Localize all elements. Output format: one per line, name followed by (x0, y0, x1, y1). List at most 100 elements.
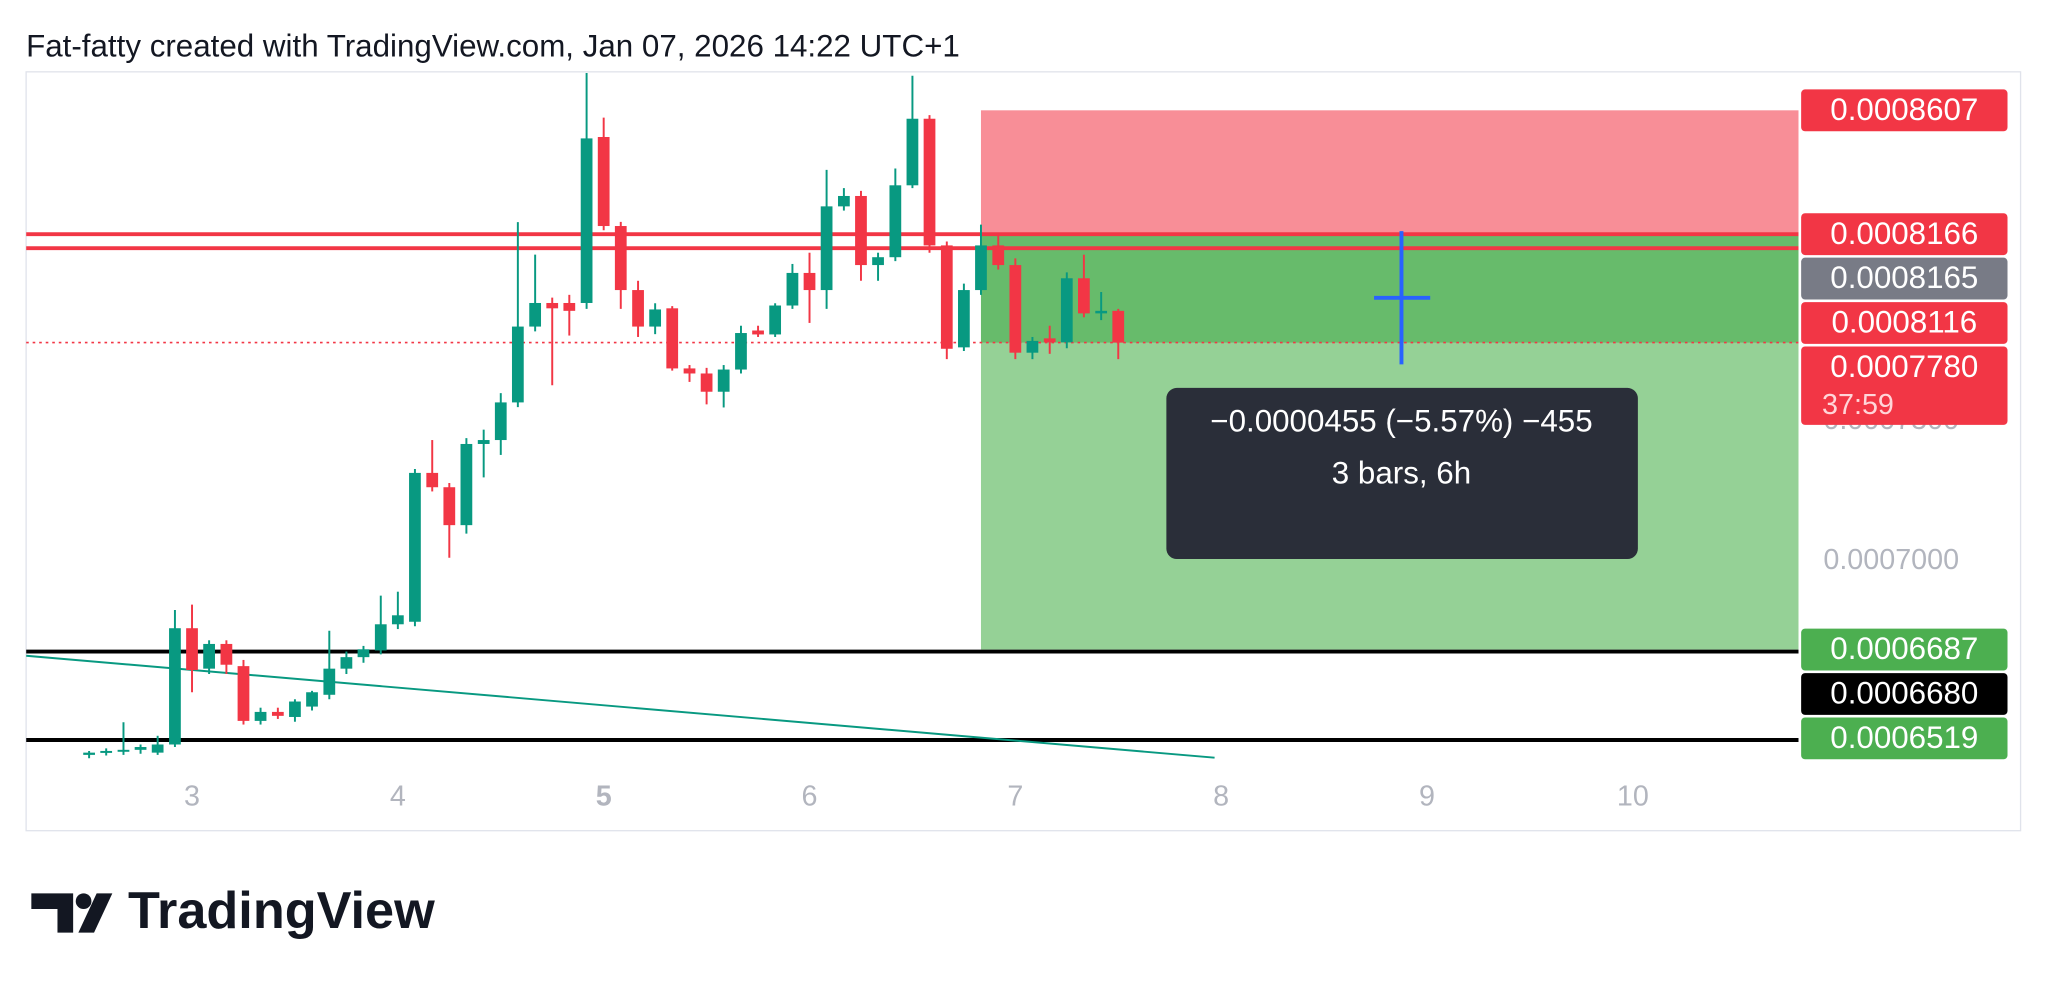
candle-body (443, 487, 456, 526)
candle-body (426, 472, 439, 488)
candle-body (529, 302, 542, 327)
candle-body (186, 628, 198, 671)
logo: TradingView (31, 882, 435, 940)
price-label-box (1801, 302, 2008, 344)
candle-body (649, 309, 662, 327)
candle-body (237, 666, 250, 721)
price-label: 0.0008165 (1830, 260, 1978, 295)
candle-body (1095, 310, 1108, 314)
candle-body (717, 369, 730, 392)
candle-body (563, 302, 576, 311)
position-open-zone (980, 234, 1799, 343)
position-stop-zone (980, 110, 1799, 235)
axes: 3456789100.00070000.00075000.00080000.00… (184, 89, 2008, 813)
x-tick-label: 3 (184, 781, 200, 813)
price-label: 0.0008166 (1830, 216, 1978, 251)
overlay: −0.0000455 (−5.57%) −455 3 bars, 6h (1166, 231, 1638, 560)
candle-body (752, 330, 764, 335)
candle-body (614, 226, 627, 291)
candle-body (117, 749, 130, 752)
candle-body (803, 272, 816, 291)
candle-body (323, 668, 336, 695)
candle-body (838, 195, 850, 207)
candle-body (306, 692, 318, 707)
candle-body (391, 615, 404, 625)
tooltip-box (1166, 387, 1638, 560)
candle-body (1026, 340, 1039, 353)
candle-body (958, 290, 970, 348)
candle-body (975, 245, 987, 291)
candle-body (769, 305, 782, 335)
candle-body (1112, 310, 1125, 343)
logo-icon (78, 893, 113, 933)
tooltip-bars: 3 bars, 6h (1332, 456, 1471, 491)
candle-body (1009, 265, 1022, 353)
price-label-box (1801, 213, 2008, 256)
candle-body (683, 368, 696, 374)
x-tick-label: 9 (1419, 781, 1435, 813)
x-tick-label: 10 (1617, 781, 1649, 813)
candle-body (83, 752, 95, 755)
candle-body (906, 118, 919, 186)
price-label-box (1801, 89, 2008, 132)
logo-icon (75, 893, 92, 910)
price-label: 0.0008116 (1831, 305, 1977, 340)
y-tick-label: 0.0007000 (1823, 544, 1959, 576)
candle-body (597, 136, 610, 227)
x-tick-label: 7 (1007, 781, 1023, 813)
pane (26, 72, 1799, 759)
price-label-box (1801, 717, 2008, 760)
candle-body (820, 206, 833, 291)
candle-body (340, 657, 353, 669)
candle-body (151, 744, 164, 753)
candle-body (169, 628, 181, 745)
candle-body (100, 750, 113, 753)
candle-body (666, 308, 679, 369)
frame (25, 71, 2022, 832)
x-tick-label: 6 (802, 781, 818, 813)
price-label-box (1801, 346, 2008, 425)
candle-body (992, 245, 1005, 266)
price-label: 0.0006680 (1830, 676, 1978, 711)
tooltip-measure: −0.0000455 (−5.57%) −455 (1210, 403, 1592, 438)
candle-body (254, 711, 267, 721)
brand: TradingView (128, 882, 435, 940)
candle-body (374, 624, 387, 651)
candle-body (872, 257, 884, 266)
candle-body (357, 649, 370, 658)
candle-body (855, 195, 867, 266)
price-label-box (1801, 673, 2008, 715)
candle-body (940, 245, 953, 349)
price-label-box (1801, 257, 2008, 300)
logo-icon (31, 893, 74, 933)
candle-body (494, 402, 507, 441)
candle-body (220, 643, 233, 665)
price-label: 0.0006519 (1830, 720, 1978, 755)
candle-body (580, 138, 593, 303)
price-label: 0.0006687 (1830, 631, 1978, 666)
candle-body (409, 472, 421, 622)
candle-body (889, 185, 902, 258)
candle-body (546, 302, 559, 309)
candle-body (1060, 278, 1073, 343)
candle-body (1078, 278, 1090, 314)
x-tick-label: 4 (390, 781, 406, 813)
trendline (26, 654, 1215, 759)
candle-body (203, 643, 215, 669)
candle-body (735, 333, 747, 370)
price-label: 0.0008607 (1830, 92, 1978, 127)
candle-body (511, 326, 524, 403)
candle-body (786, 272, 799, 306)
price-label: 0.0007780 (1830, 349, 1978, 384)
candle-body (632, 290, 644, 327)
x-tick-label: 8 (1213, 781, 1229, 813)
candle-body (923, 118, 936, 246)
candle-body (460, 443, 473, 526)
candle-body (289, 701, 301, 717)
price-label-box (1801, 628, 2008, 671)
candle-body (700, 373, 713, 392)
candle-body (134, 747, 147, 750)
header: Fat-fatty created with TradingView.com, … (26, 29, 960, 64)
